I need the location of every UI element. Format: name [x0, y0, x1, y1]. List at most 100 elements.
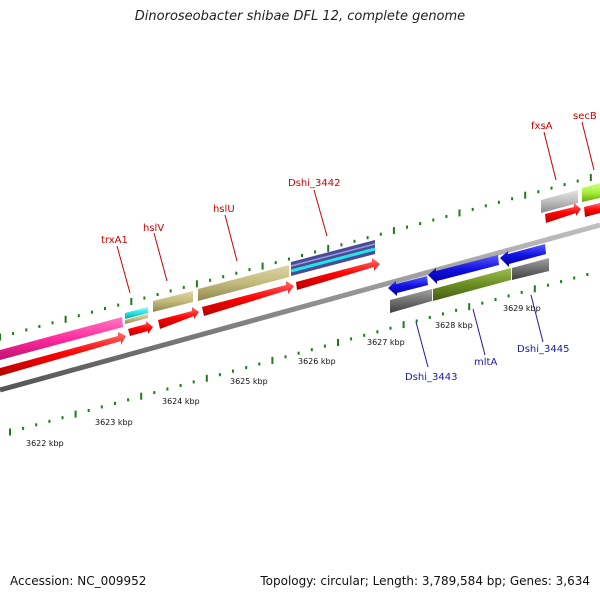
tick-minor: [258, 362, 261, 366]
gene-feature-hslu[interactable]: [198, 265, 289, 301]
tick-major: [195, 280, 198, 288]
gene-label-dshi3442[interactable]: Dshi_3442: [288, 178, 340, 189]
tick-minor: [156, 293, 159, 296]
tick-minor: [25, 328, 28, 332]
tick-minor: [406, 225, 408, 229]
tick-major: [140, 392, 143, 400]
tick-minor: [179, 384, 182, 387]
tick-label: 3623 kbp: [95, 418, 133, 427]
tick-minor: [209, 278, 212, 282]
gene-labels-top: trxA1 hslV hslU Dshi_3442 fxsA secB: [101, 111, 597, 246]
cds-arrow-reverse[interactable]: [388, 276, 428, 296]
tick-minor: [169, 289, 172, 293]
tick-major: [271, 356, 274, 364]
tick-minor: [166, 387, 169, 391]
cds-arrow[interactable]: [158, 307, 199, 329]
tick-minor: [432, 218, 435, 222]
gene-track-bottom: [390, 258, 549, 313]
tick-label: 3622 kbp: [26, 439, 64, 448]
cds-arrow[interactable]: [545, 203, 581, 223]
tick-minor: [560, 280, 563, 284]
gene-label-dshi3445[interactable]: Dshi_3445: [517, 344, 569, 355]
gene-label-fxsa[interactable]: fxsA: [531, 121, 553, 132]
cds-arrow[interactable]: [0, 332, 126, 376]
gene-feature-olive-small[interactable]: [125, 314, 148, 324]
accession-text: Accession: NC_009952: [10, 574, 147, 588]
cds-arrow[interactable]: [296, 258, 380, 290]
gene-label-trxa1[interactable]: trxA1: [101, 235, 128, 246]
coordinate-labels: 3622 kbp 3623 kbp 3624 kbp 3625 kbp 3626…: [26, 304, 541, 448]
gene-feature-hslv[interactable]: [153, 291, 193, 312]
tick-minor: [323, 344, 326, 348]
tick-minor: [494, 298, 497, 301]
cds-arrow-reverse[interactable]: [500, 244, 546, 267]
gene-feature-dshi3442[interactable]: [291, 240, 375, 276]
tick-minor: [537, 190, 540, 194]
tick-minor: [511, 197, 514, 201]
tick-minor: [90, 310, 93, 314]
tick-minor: [117, 303, 120, 307]
gene-feature-dshi3445[interactable]: [512, 258, 549, 280]
tick-minor: [87, 409, 90, 412]
map-title: Dinoroseobacter shibae DFL 12, complete …: [134, 9, 466, 24]
tick-minor: [586, 273, 589, 276]
tick-minor: [301, 254, 303, 257]
tick-minor: [38, 324, 41, 328]
tick-minor: [389, 326, 392, 330]
gene-label-mlta[interactable]: mltA: [474, 357, 497, 368]
gene-feature-mlta[interactable]: [433, 268, 511, 301]
tick-minor: [563, 183, 566, 187]
tick-major: [533, 285, 536, 293]
tick-major: [589, 174, 592, 181]
cds-arrow-reverse[interactable]: [428, 255, 499, 284]
tick-minor: [35, 423, 38, 427]
cds-track-bottom: [388, 244, 546, 296]
tick-minor: [100, 405, 103, 409]
tick-major: [205, 374, 208, 382]
tick-minor: [114, 401, 116, 405]
tick-major: [402, 321, 405, 329]
cds-arrow[interactable]: [128, 321, 153, 336]
gene-label-dshi3443[interactable]: Dshi_3443: [405, 372, 457, 383]
gene-feature-cyan[interactable]: [125, 307, 148, 319]
label-leaders: [116, 121, 595, 368]
genome-backbone: [0, 222, 600, 393]
tick-minor: [310, 348, 313, 352]
tick-major: [0, 333, 1, 341]
gene-feature-dshi3443[interactable]: [390, 289, 432, 313]
tick-major: [468, 303, 471, 311]
tick-minor: [497, 200, 500, 204]
tick-minor: [48, 419, 51, 423]
tick-minor: [12, 332, 15, 335]
tick-major: [9, 428, 11, 436]
gene-label-hslu[interactable]: hslU: [213, 204, 235, 215]
tick-major: [64, 315, 67, 323]
tick-label: 3626 kbp: [298, 357, 336, 366]
tick-minor: [77, 314, 80, 318]
tick-minor: [445, 215, 448, 218]
gene-feature-secb[interactable]: [582, 183, 600, 202]
gene-feature-pink[interactable]: [0, 317, 123, 360]
tick-minor: [379, 232, 382, 236]
gene-labels-bottom: Dshi_3443 mltA Dshi_3445: [405, 344, 569, 383]
tick-minor: [428, 315, 431, 319]
tick-major: [327, 244, 330, 252]
tick-major: [458, 209, 461, 217]
gene-label-secb[interactable]: secB: [573, 111, 597, 122]
cds-arrow[interactable]: [584, 203, 600, 217]
tick-minor: [550, 186, 553, 190]
tick-minor: [484, 204, 487, 208]
tick-minor: [51, 321, 54, 325]
tick-minor: [363, 333, 366, 337]
tick-minor: [576, 179, 579, 183]
tick-label: 3624 kbp: [162, 397, 200, 406]
tick-minor: [232, 369, 234, 373]
gene-feature-fxsa[interactable]: [541, 190, 578, 213]
gene-label-hslv[interactable]: hslV: [143, 223, 164, 234]
tick-major: [524, 191, 527, 199]
tick-minor: [218, 373, 221, 377]
tick-minor: [471, 207, 474, 211]
cds-arrow[interactable]: [202, 281, 294, 316]
tick-minor: [297, 351, 300, 355]
